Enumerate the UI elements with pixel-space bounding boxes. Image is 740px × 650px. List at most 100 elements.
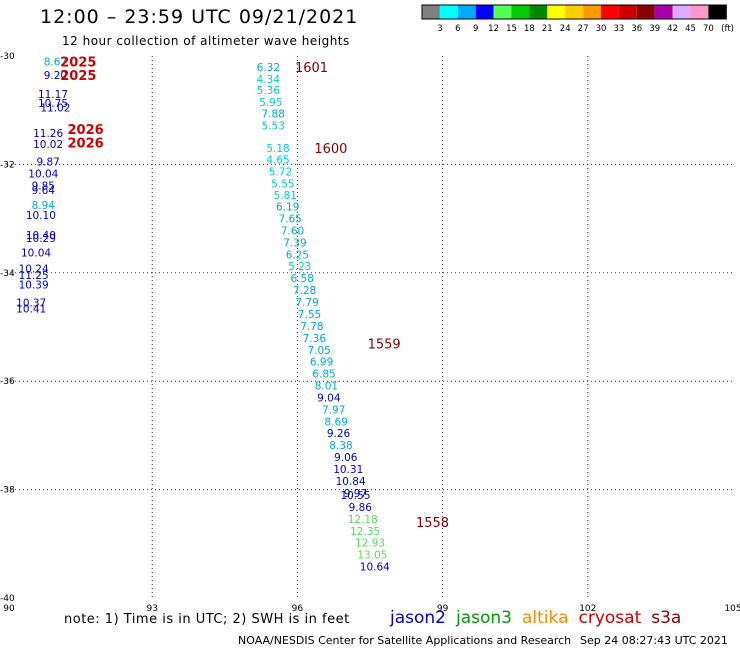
colorbar-swatch — [654, 5, 673, 19]
wave-height-label: 7.65 — [278, 214, 301, 226]
colorbar-tick-label: 24 — [560, 24, 571, 34]
colorbar-frame — [421, 4, 727, 20]
colorbar-swatch — [708, 5, 727, 19]
wave-height-label: 4.34 — [257, 74, 281, 86]
pass-time-label: 1600 — [314, 142, 347, 157]
colorbar-tick-label: 30 — [596, 24, 607, 34]
wave-height-label: 6.25 — [286, 249, 309, 261]
pass-time-label: 2026 — [68, 137, 104, 152]
wave-height-label: 10.75 — [38, 98, 68, 110]
wave-height-label: 10.02 — [33, 139, 63, 151]
colorbar-swatch — [493, 5, 512, 19]
colorbar-swatch — [618, 5, 637, 19]
data-labels: 6.324.345.365.957.885.53 5.184.655.725.55… — [16, 55, 449, 573]
wave-height-label: 8.69 — [324, 416, 347, 428]
credit-line: NOAA/NESDIS Center for Satellite Applica… — [238, 634, 572, 647]
colorbar-swatch — [547, 5, 566, 19]
wave-height-label: 12.35 — [350, 526, 380, 538]
wave-height-label: 7.28 — [293, 285, 316, 297]
wave-height-label: 10.84 — [336, 476, 366, 488]
wave-height-label: 8.01 — [315, 381, 338, 393]
wave-height-label: 5.53 — [262, 120, 285, 132]
wave-height-label: 10.04 — [21, 248, 51, 260]
legend-jason2: jason2 — [390, 608, 446, 628]
colorbar-swatch — [690, 5, 709, 19]
wave-height-label: 11.02 — [40, 102, 70, 114]
wave-height-label: 5.55 — [271, 178, 294, 190]
wave-height-label: 10.55 — [340, 490, 370, 502]
wave-height-label: 9.85 — [32, 181, 55, 193]
colorbar-tick-label: 42 — [667, 24, 678, 34]
wave-height-label: 12.93 — [355, 538, 385, 550]
wave-height-label: 10.40 — [26, 230, 56, 242]
wave-height-label: 6.32 — [257, 62, 280, 74]
generated-timestamp: Sep 24 08:27:43 UTC 2021 — [580, 634, 728, 647]
wave-height-label: 10.31 — [333, 464, 363, 476]
wave-height-label: 8.94 — [32, 200, 56, 212]
colorbar-swatch — [565, 5, 584, 19]
color-scale-legend: 3 6 9 12 15 18 21 24 27 30 33 36 39 42 45 70 (ft) — [421, 4, 734, 34]
colorbar-swatch — [601, 5, 619, 19]
wave-height-label: 10.41 — [16, 304, 46, 316]
colorbar-tick-label: 3 — [437, 24, 442, 34]
colorbar-tick-label: 39 — [649, 24, 660, 34]
wave-height-label: 9.20 — [44, 70, 67, 82]
y-tick-label: -32 — [0, 160, 15, 170]
wave-height-label: 5.72 — [269, 166, 292, 178]
wave-height-label: 5.95 — [259, 97, 282, 109]
wave-height-label: 9.87 — [36, 157, 59, 169]
page-subtitle: 12 hour collection of altimeter wave hei… — [62, 34, 350, 48]
wave-height-label: 7.36 — [303, 333, 327, 345]
units-note: note: 1) Time is in UTC; 2) SWH is in fe… — [64, 612, 350, 627]
colorbar-tick-label: 18 — [524, 24, 535, 34]
colorbar-swatch — [636, 5, 655, 19]
plot-axes: 90 93 96 99 102 105 -30 -32 -34 -36 -38 -40 — [0, 52, 740, 614]
colorbar-swatch — [672, 5, 691, 19]
wave-height-label: 8.38 — [329, 440, 352, 452]
x-tick-label: 102 — [579, 604, 596, 614]
x-tick-label: 93 — [146, 604, 157, 614]
wave-height-label: 9.86 — [349, 502, 373, 514]
colorbar-swatch — [439, 5, 458, 19]
wave-height-label: 13.05 — [357, 550, 387, 562]
colorbar-swatch — [422, 5, 440, 19]
wave-height-label: 6.58 — [291, 273, 314, 285]
colorbar-tick-label: 15 — [506, 24, 517, 34]
pass-time-label: 1559 — [368, 337, 401, 352]
wave-height-label: 7.88 — [262, 108, 285, 120]
wave-height-label: 10.04 — [28, 169, 58, 181]
x-tick-label: 90 — [3, 604, 15, 614]
satellite-legend: jason2 jason3 altika cryosat s3a — [390, 608, 691, 628]
pass-time-label: 1558 — [416, 516, 449, 531]
wave-height-label: 7.97 — [322, 404, 345, 416]
wave-height-label: 11.17 — [38, 89, 68, 101]
wave-height-label: 5.81 — [274, 190, 297, 202]
colorbar-tick-label: 12 — [488, 24, 499, 34]
legend-s3a: s3a — [651, 608, 682, 628]
wave-height-label: 5.18 — [266, 143, 289, 155]
colorbar-swatch — [475, 5, 494, 19]
wave-height-label: 10.10 — [26, 210, 56, 222]
wave-height-label: 10.24 — [19, 263, 49, 275]
x-tick-label: 96 — [292, 604, 304, 614]
y-tick-label: -40 — [0, 594, 15, 604]
colorbar-swatch — [529, 5, 548, 19]
wave-height-label: 9.04 — [317, 392, 341, 404]
wave-height-label: 4.65 — [266, 155, 289, 167]
colorbar-swatch — [583, 5, 601, 19]
x-tick-label: 99 — [437, 604, 449, 614]
y-tick-label: -34 — [0, 269, 15, 279]
legend-jason3: jason3 — [456, 608, 512, 628]
colorbar-tick-label: 36 — [631, 24, 642, 34]
colorbar-tick-label: 21 — [542, 24, 553, 34]
colorbar-unit: (ft) — [721, 24, 734, 34]
wave-height-label: 7.78 — [300, 321, 323, 333]
colorbar-tick-label: 70 — [703, 24, 714, 34]
wave-height-label: 6.99 — [310, 357, 333, 369]
y-tick-label: -36 — [0, 377, 15, 387]
wave-height-label: 9.06 — [334, 452, 358, 464]
y-tick-label: -30 — [0, 52, 15, 62]
wave-height-label: 9.97 — [344, 488, 367, 500]
pass-time-label: 2026 — [68, 123, 104, 138]
